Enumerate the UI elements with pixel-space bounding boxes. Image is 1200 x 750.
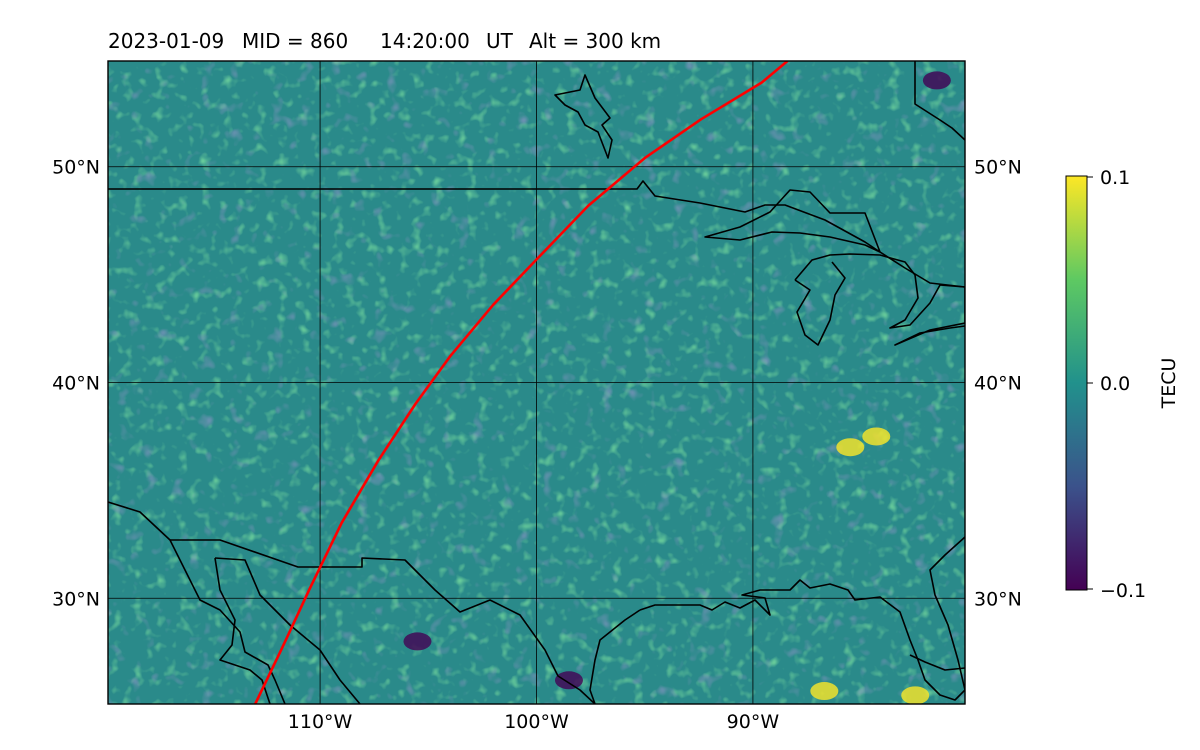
colorbar-ramp [1065,175,1088,591]
longitude-label: 110°W [288,711,353,733]
us-canada-border [108,180,965,288]
latitude-label-right: 30°N [974,588,1022,610]
gulf-coast [639,579,965,701]
colorbar-tick-min: −0.1 [1100,580,1146,602]
lake-superior [704,189,881,253]
positive-anomaly-patch [901,686,930,704]
latitude-label-left: 40°N [52,373,100,395]
cuba-coast [909,654,965,671]
colorbar: 0.1 0.0 −0.1 TECU [1065,167,1180,602]
coastlines-and-borders [108,61,965,704]
latitude-label-right: 40°N [974,373,1022,395]
positive-anomaly-patch [836,438,865,457]
title-mid: MID = 860 [242,29,348,53]
colorbar-tick-max: 0.1 [1100,167,1130,189]
latitude-label-left: 50°N [52,157,100,179]
colorbar-tick-zero: 0.0 [1100,373,1130,395]
negative-anomaly-patch [922,71,951,90]
map-panel: 30°N 30°N 40°N 40°N 50°N 50°N 110°W 100°W 90°W [52,60,1022,733]
negative-anomaly-patch [554,671,583,690]
title-time: 14:20:00 [380,29,470,53]
positive-anomaly-patch [810,682,839,701]
hudson-island [554,74,613,159]
tec-anomaly-highlights [403,71,951,704]
atlantic-coast [929,536,965,691]
hudson-bay-coast [914,61,965,141]
texas-coast [589,609,641,704]
lake-michigan [794,261,846,346]
lake-michigan-huron [794,253,965,346]
longitude-label: 100°W [504,711,569,733]
negative-anomaly-patch [403,632,432,651]
title-date: 2023-01-09 [108,29,224,53]
plot-title: 2023-01-09 MID = 860 14:20:00 UT Alt = 3… [108,29,661,53]
latitude-label-left: 30°N [52,588,100,610]
longitude-label: 90°W [727,711,780,733]
graticule-labels: 30°N 30°N 40°N 40°N 50°N 50°N 110°W 100°W 90°W [52,157,1022,733]
title-ut: UT [486,29,514,53]
colorbar-label: TECU [1158,358,1180,410]
title-alt: Alt = 300 km [529,29,661,53]
positive-anomaly-patch [862,427,891,446]
latitude-label-right: 50°N [974,157,1022,179]
gulf-of-california-coast [214,557,361,704]
map-frame [107,60,966,705]
texas-mexico-border [170,539,596,704]
baja-peninsula [214,557,271,704]
satellite-track [254,61,789,704]
